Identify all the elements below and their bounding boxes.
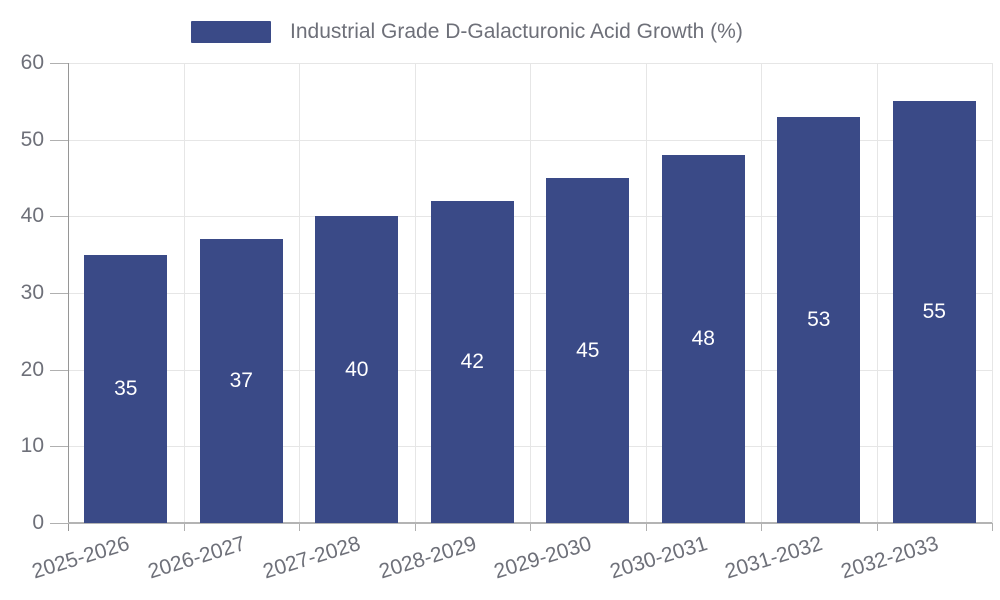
x-tick-label: 2026-2027: [145, 532, 248, 584]
y-tick-label: 60: [20, 51, 44, 74]
bar[interactable]: [199, 239, 283, 523]
x-tick-label: 2027-2028: [260, 532, 364, 584]
bar[interactable]: [430, 201, 514, 523]
y-axis-tick: [50, 369, 68, 371]
bar[interactable]: [315, 216, 399, 523]
y-tick-label: 40: [20, 204, 44, 228]
x-tick-label: 2032-2033: [838, 532, 941, 584]
grid-line-vertical: [876, 63, 878, 523]
bar[interactable]: [661, 155, 745, 523]
grid-line-vertical: [992, 63, 993, 523]
x-tick-label: 2031-2032: [722, 532, 826, 584]
y-axis-tick: [50, 139, 68, 141]
y-axis-tick: [50, 63, 68, 64]
bar[interactable]: [546, 178, 630, 523]
legend-swatch: [191, 21, 271, 43]
grid-line-vertical: [414, 63, 416, 523]
x-axis-tick: [183, 523, 185, 531]
y-tick-label: 10: [20, 434, 44, 458]
y-axis-tick: [50, 216, 68, 218]
x-axis-tick: [414, 523, 416, 531]
x-axis-tick: [645, 523, 647, 531]
grid-line-vertical: [299, 63, 300, 523]
x-axis-tick: [299, 523, 300, 531]
x-axis-tick: [992, 523, 993, 531]
y-axis-tick: [50, 446, 68, 448]
x-tick-label: 2029-2030: [491, 532, 595, 584]
grid-line-vertical: [530, 63, 531, 523]
y-tick-label: 20: [20, 357, 44, 381]
y-axis-tick: [50, 293, 68, 294]
legend-item[interactable]: Industrial Grade D-Galacturonic Acid Gro…: [191, 20, 743, 44]
grid-line-vertical: [761, 63, 762, 523]
bar[interactable]: [777, 116, 861, 523]
y-axis-tick: [50, 523, 68, 524]
y-tick-label: 0: [32, 511, 44, 534]
x-axis-tick: [761, 523, 762, 531]
bar[interactable]: [84, 254, 168, 523]
x-tick-label: 2025-2026: [29, 532, 133, 584]
grid-line-vertical: [645, 63, 647, 523]
y-axis-line: [68, 63, 69, 531]
x-axis-line: [68, 522, 992, 524]
y-tick-label: 50: [20, 127, 44, 151]
bar[interactable]: [892, 101, 976, 523]
x-axis-tick: [530, 523, 531, 531]
grid-line-vertical: [183, 63, 185, 523]
x-tick-label: 2030-2031: [607, 532, 710, 584]
x-axis-tick: [876, 523, 878, 531]
x-tick-label: 2028-2029: [376, 532, 479, 584]
legend-label: Industrial Grade D-Galacturonic Acid Gro…: [290, 20, 743, 43]
y-tick-label: 30: [20, 281, 44, 304]
